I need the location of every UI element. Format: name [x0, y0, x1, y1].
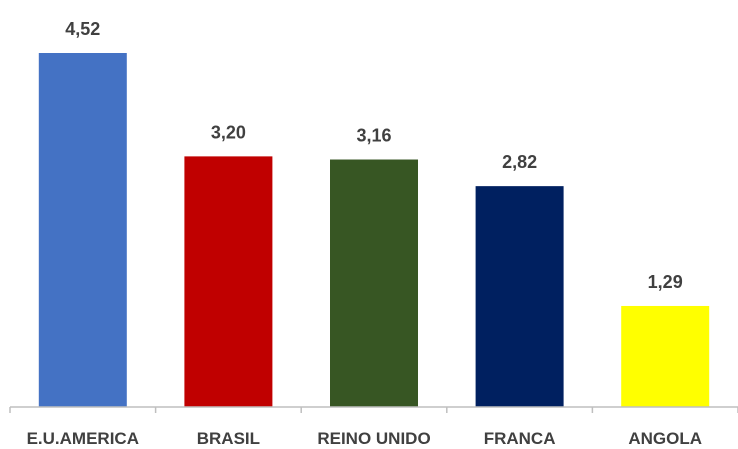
category-label-group: E.U.AMERICA BRASIL REINO UNIDO FRANCA ANGOLA — [27, 429, 702, 448]
x-axis-ticks — [9, 407, 738, 413]
data-label: 3,16 — [356, 126, 391, 146]
bar-brasil — [184, 156, 273, 407]
data-label: 3,20 — [211, 122, 246, 142]
data-label: 1,29 — [648, 272, 683, 292]
value-label-group: 4,52 3,20 3,16 2,82 1,29 — [65, 19, 682, 292]
x-tick-label: REINO UNIDO — [317, 429, 430, 448]
x-tick-label: FRANCA — [484, 429, 556, 448]
bar-angola — [621, 305, 710, 407]
x-tick-label: E.U.AMERICA — [27, 429, 139, 448]
bar-reino-unido — [330, 159, 418, 407]
data-label: 2,82 — [502, 152, 537, 172]
bar-e-u-america — [38, 53, 127, 407]
data-label: 4,52 — [65, 19, 100, 39]
bar-group — [38, 53, 710, 407]
bar-franca — [475, 186, 564, 407]
x-tick-label: ANGOLA — [628, 429, 702, 448]
x-tick-label: BRASIL — [197, 429, 260, 448]
